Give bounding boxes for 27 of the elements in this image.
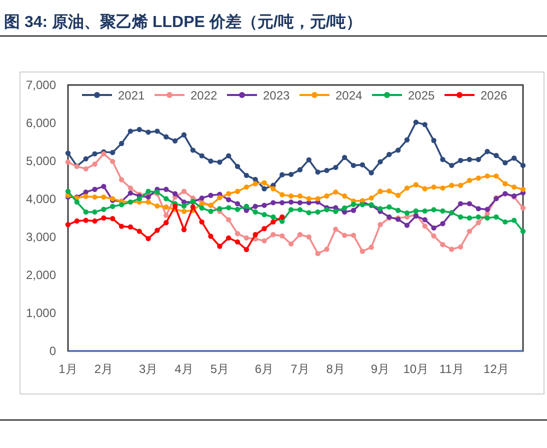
x-tick-label: 4月 [174,362,194,376]
legend-label: 2025 [408,88,436,102]
x-tick-label: 1月 [58,362,78,376]
y-tick-label: 6,000 [26,116,56,130]
x-tick-label: 7月 [290,362,310,376]
y-tick-label: 4,000 [26,192,56,206]
y-tick-label: 7,000 [26,78,56,92]
x-tick-label: 9月 [370,362,390,376]
y-tick-label: 2,000 [26,268,56,282]
x-tick-label: 10月 [403,362,429,376]
x-tick-label: 11月 [439,362,464,376]
x-tick-label: 3月 [138,362,158,376]
y-tick-label: 3,000 [26,230,56,244]
y-tick-label: 5,000 [26,154,56,168]
legend-label: 2023 [263,88,290,102]
chart-title: 图 34: 原油、聚乙烯 LLDPE 价差（元/吨，元/吨） [4,13,362,31]
legend-label: 2022 [190,88,218,102]
x-tick-label: 5月 [210,362,230,376]
x-tick-label: 6月 [254,362,274,376]
legend-label: 2021 [118,88,146,102]
legend-label: 2024 [336,88,363,102]
x-tick-label: 8月 [326,362,345,376]
x-tick-label: 12月 [484,362,509,376]
y-tick-label: 1,000 [26,306,56,320]
legend-label: 2026 [480,88,508,102]
y-tick-label: 0 [49,344,56,358]
x-tick-label: 2月 [94,362,114,376]
